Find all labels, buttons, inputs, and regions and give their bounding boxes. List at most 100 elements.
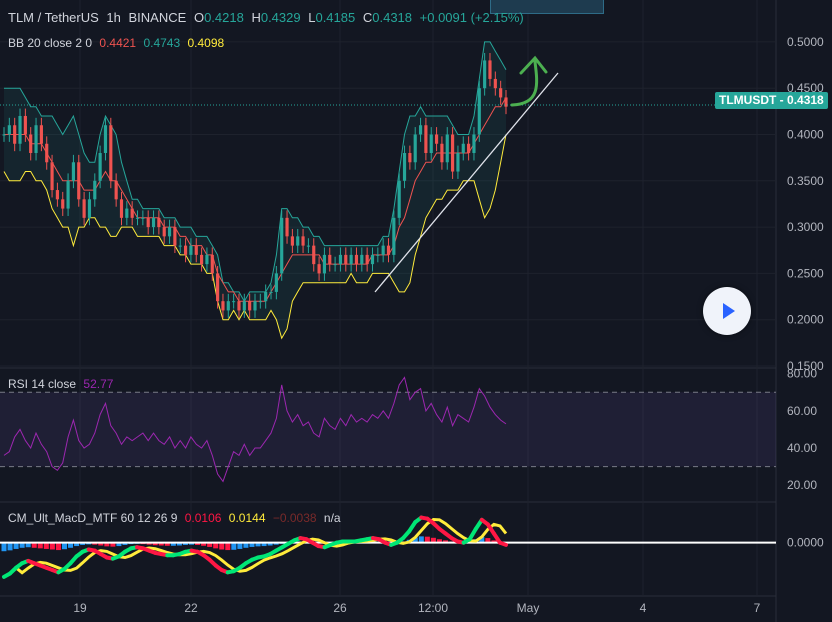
ohlc-close-label: C [362, 10, 373, 25]
macd-histogram-bar [74, 542, 80, 547]
bb-upper-value: 0.4743 [143, 36, 181, 50]
candle-body [2, 134, 6, 136]
ohlc-low-label: L [308, 10, 316, 25]
candle-body [98, 153, 102, 181]
macd-histogram-bar [225, 542, 231, 551]
time-tick-label: May [517, 601, 540, 615]
candle-body [306, 245, 310, 247]
ohlc-open-label: O [193, 10, 205, 25]
candle-body [13, 125, 17, 144]
macd-histogram-bar [152, 542, 158, 546]
candle-body [472, 134, 476, 154]
candle-body [77, 162, 81, 200]
badge-price: 0.4318 [787, 93, 824, 107]
candle-body [173, 227, 177, 246]
macd-histogram-bar [207, 542, 213, 547]
candle-body [483, 60, 487, 89]
rsi-label: RSI 14 close [8, 377, 77, 391]
candle-body [253, 301, 257, 311]
candle-body [189, 245, 193, 255]
candle-body [312, 245, 316, 265]
macd-histogram-bar [61, 542, 67, 550]
macd-histogram-bar [231, 542, 237, 550]
candle-body [413, 134, 417, 163]
candle-body [93, 180, 97, 200]
rsi-pane[interactable] [0, 376, 776, 483]
candle-body [440, 143, 444, 163]
trendline-drawing [374, 72, 559, 293]
candle-body [344, 254, 348, 265]
bb-legend[interactable]: BB 20 close 2 0 0.4421 0.4743 0.4098 [8, 36, 228, 50]
badge-separator: - [779, 93, 788, 107]
macd-histogram-bar [479, 536, 485, 543]
macd-histogram-bar [267, 542, 273, 546]
price-tick-label: 0.3000 [787, 220, 824, 234]
macd-label: CM_Ult_MacD_MTF 60 12 26 9 [8, 511, 178, 525]
play-button[interactable] [703, 287, 751, 335]
macd-histogram-bar [255, 542, 261, 547]
macd-histogram-bar [31, 542, 37, 548]
candle-body [7, 125, 11, 135]
candle-body [429, 134, 433, 154]
candle-body [39, 125, 43, 144]
candle-body [114, 180, 118, 200]
candle-body [397, 180, 401, 218]
bb-basis-value: 0.4421 [99, 36, 137, 50]
macd-histogram-bar [104, 542, 110, 547]
candle-body [264, 291, 268, 302]
rsi-band-fill [0, 392, 776, 467]
candle-body [232, 301, 236, 303]
symbol-name[interactable]: TLM / TetherUS [8, 10, 99, 25]
macd-histogram-bar [158, 542, 164, 546]
candle-body [194, 245, 198, 255]
interval-label[interactable]: 1h [106, 10, 121, 25]
badge-symbol: TLMUSDT [719, 93, 777, 107]
macd-value-1: 0.0106 [184, 511, 222, 525]
macd-histogram-bar [243, 542, 249, 548]
macd-histogram-bar [110, 542, 116, 547]
symbol-header: TLM / TetherUS 1h BINANCE O0.4218 H0.432… [8, 10, 528, 25]
candle-body [210, 254, 214, 274]
macd-histogram-bar [424, 536, 430, 543]
rsi-legend[interactable]: RSI 14 close 52.77 [8, 377, 117, 391]
candle-body [18, 115, 22, 144]
candle-body [451, 134, 455, 172]
macd-histogram-bar [491, 540, 497, 543]
candle-body [392, 217, 396, 255]
candle-body [376, 254, 380, 256]
candle-body [87, 199, 92, 218]
arrow-drawing [510, 55, 548, 107]
price-pane[interactable] [0, 41, 776, 340]
candle-body [434, 134, 439, 144]
time-tick-label: 7 [754, 601, 761, 615]
candle-body [146, 217, 150, 228]
macd-tick-label: 0.0000 [787, 536, 824, 550]
macd-histogram-bar [261, 542, 267, 547]
candle-body [354, 254, 359, 265]
candle-body [34, 125, 38, 154]
candle-body [499, 88, 503, 98]
macd-histogram-bar [170, 542, 176, 546]
bb-lower-value: 0.4098 [187, 36, 225, 50]
bb-band-fill [4, 41, 506, 339]
candle-body [424, 125, 428, 154]
top-overlay-box [490, 0, 604, 14]
candle-body [477, 88, 481, 135]
time-tick-label: 4 [640, 601, 647, 615]
candle-body [386, 245, 391, 255]
candle-body [333, 264, 337, 266]
price-tick-label: 0.2500 [787, 266, 824, 280]
candle-body [221, 301, 225, 311]
candle-body [66, 180, 70, 209]
candle-body [178, 245, 182, 247]
macd-histogram-bar [418, 536, 424, 543]
candle-body [280, 217, 284, 274]
macd-pane[interactable] [0, 515, 776, 579]
macd-legend[interactable]: CM_Ult_MacD_MTF 60 12 26 9 0.0106 0.0144… [8, 511, 345, 525]
ohlc-close: 0.4318 [372, 10, 413, 25]
rsi-line [3, 376, 507, 483]
candle-body [488, 60, 492, 79]
macd-histogram-bar [37, 542, 43, 549]
candle-body [82, 199, 86, 218]
